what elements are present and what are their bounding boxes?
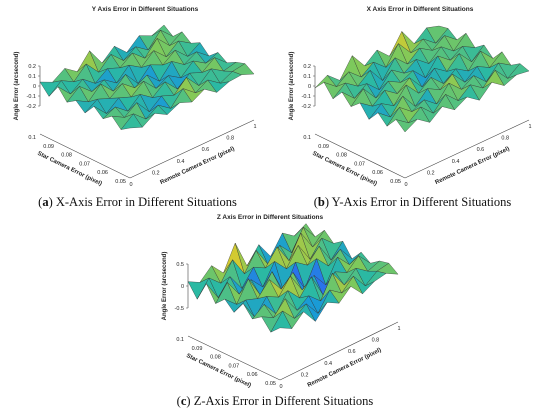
x-axis-label: Remote Camera Error (pixel) bbox=[159, 146, 235, 186]
z-axis-label: Angle Error (arcsecond) bbox=[289, 52, 295, 121]
z-tick-label: 0 bbox=[181, 284, 184, 290]
x-tick-label: 0.6 bbox=[202, 147, 210, 153]
panel-letter: b bbox=[317, 195, 325, 209]
y-tick-label: 0.1 bbox=[303, 135, 311, 141]
x-axis-line bbox=[129, 119, 255, 179]
y-tick-label: 0.06 bbox=[247, 372, 258, 378]
y-axis-line bbox=[314, 133, 406, 179]
x-tick-label: 0 bbox=[129, 182, 132, 188]
figure-caption: (c) Z-Axis Error in Different Situations bbox=[176, 394, 374, 408]
x-tick-label: 0.2 bbox=[152, 170, 160, 176]
z-tick-label: 0 bbox=[308, 84, 311, 90]
y-tick-label: 0.05 bbox=[390, 179, 401, 185]
x-tick-label: 0 bbox=[279, 384, 282, 390]
surface-face bbox=[376, 262, 399, 275]
surface-plot: -0.2 -0.1 0 0.1 0.2 0 0.2 0.4 0.6 0.8 1 0.05 0.06 0.0… bbox=[289, 25, 532, 188]
surface-plot: -0.5 0 0.5 0 0.2 0.4 0.6 0.8 1 0.05 0.06 0.07 0.08 0.… bbox=[162, 223, 401, 390]
surface-face bbox=[232, 63, 255, 75]
y-tick-label: 0.05 bbox=[265, 381, 276, 387]
x-tick-label: 0.6 bbox=[348, 349, 356, 355]
figure-caption: (a) X-Axis Error in Different Situations bbox=[38, 195, 237, 209]
panel-z-axis-error: Z Axis Error in Different Situations -0.… bbox=[125, 212, 425, 412]
x-tick-label: 0.8 bbox=[501, 136, 509, 142]
x-tick-label: 0.6 bbox=[477, 147, 485, 153]
y-tick-label: 0.07 bbox=[228, 363, 239, 369]
caption-text: X-Axis Error in Different Situations bbox=[55, 195, 237, 209]
z-axis-label: Angle Error (arcsecond) bbox=[162, 252, 168, 321]
z-tick-label: 0.1 bbox=[303, 74, 311, 80]
x-tick-label: 1 bbox=[528, 124, 531, 130]
y-tick-label: 0.07 bbox=[354, 161, 365, 167]
x-tick-label: 0.4 bbox=[324, 361, 332, 367]
x-tick-label: 0.2 bbox=[427, 170, 435, 176]
y-axis-line bbox=[39, 133, 131, 179]
x-tick-label: 0.4 bbox=[452, 159, 460, 165]
y-tick-label: 0.09 bbox=[318, 144, 329, 150]
y-tick-label: 0.08 bbox=[61, 153, 72, 159]
z-tick-label: -0.2 bbox=[27, 104, 36, 110]
figure-caption: (b) Y-Axis Error in Different Situations bbox=[313, 195, 512, 209]
y-tick-label: 0.1 bbox=[28, 135, 36, 141]
x-tick-label: 0.8 bbox=[372, 338, 380, 344]
x-tick-label: 1 bbox=[253, 124, 256, 130]
x-axis-line bbox=[279, 321, 399, 381]
y-tick-label: 0.09 bbox=[43, 144, 54, 150]
y-tick-label: 0.08 bbox=[336, 153, 347, 159]
x-tick-label: 0.8 bbox=[226, 136, 234, 142]
plot-title: Z Axis Error in Different Situations bbox=[216, 214, 324, 221]
x-axis-label: Remote Camera Error (pixel) bbox=[434, 146, 510, 186]
z-tick-label: 0 bbox=[33, 84, 36, 90]
z-tick-label: -0.1 bbox=[302, 94, 311, 100]
panel-letter: c bbox=[180, 394, 187, 408]
plot-title: X Axis Error in Different Situations bbox=[366, 6, 474, 13]
caption-text: Y-Axis Error in Different Situations bbox=[331, 195, 512, 209]
y-tick-label: 0.09 bbox=[192, 346, 203, 352]
y-tick-label: 0.06 bbox=[372, 170, 383, 176]
z-tick-label: 0.1 bbox=[28, 74, 36, 80]
surface-face bbox=[187, 277, 210, 300]
panel-x-axis-error: Y Axis Error in Different Situations -0.… bbox=[0, 0, 275, 215]
z-tick-label: -0.1 bbox=[27, 94, 36, 100]
z-tick-label: -0.5 bbox=[175, 306, 184, 312]
z-axis-label: Angle Error (arcsecond) bbox=[14, 52, 20, 121]
y-tick-label: 0.08 bbox=[210, 355, 221, 361]
panel-letter: a bbox=[42, 195, 49, 209]
surface-face bbox=[507, 63, 530, 79]
y-tick-label: 0.07 bbox=[79, 161, 90, 167]
z-tick-label: 0.5 bbox=[176, 262, 184, 268]
z-tick-label: 0.2 bbox=[303, 64, 311, 70]
x-tick-label: 1 bbox=[397, 326, 400, 332]
z-tick-label: -0.2 bbox=[302, 104, 311, 110]
x-tick-label: 0.4 bbox=[177, 159, 185, 165]
x-tick-label: 0 bbox=[404, 182, 407, 188]
z-tick-label: 0.2 bbox=[28, 64, 36, 70]
y-axis-line bbox=[187, 335, 281, 381]
plot-title: Y Axis Error in Different Situations bbox=[91, 6, 199, 13]
x-tick-label: 0.2 bbox=[301, 372, 309, 378]
y-tick-label: 0.05 bbox=[115, 179, 126, 185]
y-tick-label: 0.1 bbox=[176, 337, 184, 343]
panel-y-axis-error: X Axis Error in Different Situations -0.… bbox=[275, 0, 550, 215]
x-axis-line bbox=[404, 119, 530, 179]
y-tick-label: 0.06 bbox=[97, 170, 108, 176]
surface-plot: -0.2 -0.1 0 0.1 0.2 0 0.2 0.4 0.6 0.8 1 0.05 0.06 0.0… bbox=[14, 24, 257, 188]
caption-text: Z-Axis Error in Different Situations bbox=[193, 394, 374, 408]
x-axis-label: Remote Camera Error (pixel) bbox=[307, 347, 383, 388]
